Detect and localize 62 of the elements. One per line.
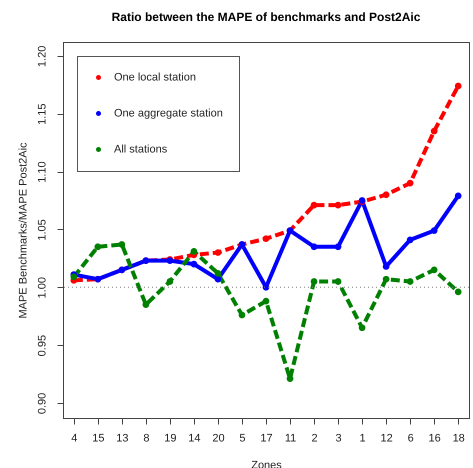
point [310, 243, 318, 250]
x-tick-label: 18 [452, 432, 465, 444]
x-tick-label: 8 [143, 432, 150, 444]
point [382, 191, 390, 198]
point [454, 288, 462, 296]
point [454, 82, 462, 90]
x-tick-label: 1 [360, 432, 366, 444]
point [166, 278, 174, 285]
x-tick-label: 13 [116, 432, 128, 444]
point [286, 375, 294, 382]
point [310, 202, 318, 208]
legend-label: One aggregate station [114, 108, 223, 120]
y-tick-label: 1.20 [36, 46, 48, 68]
x-tick-label: 4 [71, 432, 78, 444]
y-tick-label: 0.95 [36, 334, 48, 356]
chart-title: Ratio between the MAPE of benchmarks and Post2Aic [112, 10, 421, 24]
x-tick-label: 6 [408, 432, 414, 444]
x-tick-label: 12 [380, 432, 393, 444]
y-axis-title: MAPE Benchmarks/MAPE Post2Aic [18, 142, 30, 319]
point [382, 276, 390, 283]
x-tick-label: 20 [212, 432, 225, 444]
point [382, 263, 390, 270]
point [406, 278, 414, 285]
y-tick-label: 1.00 [36, 277, 48, 298]
point [190, 248, 198, 255]
x-tick-label: 11 [284, 432, 296, 444]
legend-label: All stations [114, 144, 168, 156]
point [406, 236, 414, 244]
point [118, 241, 126, 248]
y-tick-label: 0.90 [36, 392, 48, 414]
x-tick-label: 14 [188, 432, 201, 444]
point [334, 243, 342, 250]
x-tick-label: 16 [428, 432, 441, 444]
point [310, 278, 318, 285]
x-tick-label: 3 [336, 432, 342, 444]
x-tick-label: 5 [239, 432, 246, 444]
point [94, 243, 102, 250]
point [262, 235, 270, 242]
point [262, 298, 270, 304]
legend-label: One local station [114, 72, 196, 84]
point [430, 128, 438, 134]
x-tick-label: 15 [92, 432, 104, 444]
point [70, 274, 78, 280]
point [430, 227, 438, 234]
y-tick-label: 1.15 [36, 104, 48, 125]
y-tick-label: 1.10 [36, 161, 48, 183]
x-tick-label: 17 [260, 432, 273, 444]
point [454, 192, 462, 200]
point [358, 324, 366, 332]
point [430, 266, 438, 274]
point [214, 270, 222, 277]
point [214, 249, 222, 256]
point [406, 180, 414, 186]
point [334, 278, 342, 285]
point [238, 312, 246, 318]
point [334, 202, 342, 208]
x-tick-label: 19 [164, 432, 177, 444]
y-tick-label: 1.05 [36, 219, 48, 241]
x-tick-label: 2 [311, 432, 318, 444]
point [142, 301, 150, 308]
point [190, 260, 198, 268]
point [214, 276, 222, 283]
